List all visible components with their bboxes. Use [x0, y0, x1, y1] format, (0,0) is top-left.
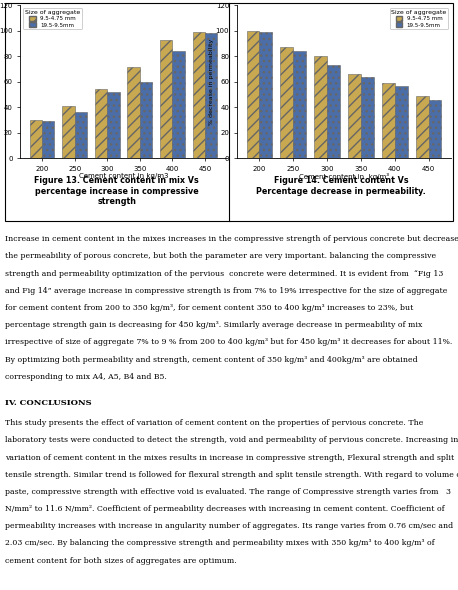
Bar	[416, 96, 429, 158]
Text: IV. CONCLUSIONS: IV. CONCLUSIONS	[5, 398, 91, 407]
Text: for cement content from 200 to 350 kg/m³, for cement content 350 to 400 kg/m³ in: for cement content from 200 to 350 kg/m³…	[5, 304, 413, 312]
Legend: 9.5-4.75 mm, 19.5-9.5mm: 9.5-4.75 mm, 19.5-9.5mm	[23, 8, 82, 30]
Text: tensile strength. Similar trend is followed for flexural strength and split tens: tensile strength. Similar trend is follo…	[5, 471, 458, 478]
Text: strength and permeability optimization of the pervious  concrete were determined: strength and permeability optimization o…	[5, 270, 443, 277]
Bar	[280, 47, 293, 158]
Text: cement content for both sizes of aggregates are optimum.: cement content for both sizes of aggrega…	[5, 557, 236, 565]
Bar	[127, 67, 140, 158]
Bar	[95, 90, 107, 158]
X-axis label: Cement content in kg/m3: Cement content in kg/m3	[79, 173, 168, 179]
Bar	[107, 92, 120, 158]
Legend: 9.5-4.75 mm, 19.5-9.5mm: 9.5-4.75 mm, 19.5-9.5mm	[390, 8, 448, 30]
Bar	[62, 106, 75, 158]
Bar	[172, 51, 185, 158]
Text: percentage strength gain is decreasing for 450 kg/m³. Similarly average decrease: percentage strength gain is decreasing f…	[5, 321, 422, 329]
Text: Figure 13. Cement content in mix Vs
percentage increase in compressive
strength: Figure 13. Cement content in mix Vs perc…	[34, 176, 199, 206]
X-axis label: Cement content in  kg/m³: Cement content in kg/m³	[299, 173, 389, 181]
Bar	[75, 112, 87, 158]
Bar	[140, 82, 152, 158]
Bar	[30, 120, 42, 158]
Text: By optimizing both permeability and strength, cement content of 350 kg/m³ and 40: By optimizing both permeability and stre…	[5, 356, 417, 363]
Text: N/mm² to 11.6 N/mm². Coefficient of permeability decreases with increasing in ce: N/mm² to 11.6 N/mm². Coefficient of perm…	[5, 505, 444, 513]
Text: Figure 14. Cement content Vs
Percentage decrease in permeability.: Figure 14. Cement content Vs Percentage …	[256, 176, 426, 195]
Bar	[259, 32, 273, 158]
Y-axis label: % decrease in permeability: % decrease in permeability	[209, 39, 214, 125]
Text: corresponding to mix A4, A5, B4 and B5.: corresponding to mix A4, A5, B4 and B5.	[5, 373, 166, 381]
Text: This study presents the effect of variation of cement content on the properties : This study presents the effect of variat…	[5, 419, 423, 427]
Text: paste, compressive strength with effective void is evaluated. The range of Compr: paste, compressive strength with effecti…	[5, 488, 451, 496]
Text: and Fig 14” average increase in compressive strength is from 7% to 19% irrespect: and Fig 14” average increase in compress…	[5, 287, 447, 295]
Bar	[160, 40, 172, 158]
Text: the permeability of porous concrete, but both the parameter are very important. : the permeability of porous concrete, but…	[5, 253, 436, 260]
Text: variation of cement content in the mixes results in increase in compressive stre: variation of cement content in the mixes…	[5, 454, 454, 461]
Bar	[42, 122, 55, 158]
Bar	[348, 74, 361, 158]
Text: 2.03 cm/sec. By balancing the compressive strength and permeability mixes with 3: 2.03 cm/sec. By balancing the compressiv…	[5, 539, 434, 548]
Text: irrespective of size of aggregate 7% to 9 % from 200 to 400 kg/m³ but for 450 kg: irrespective of size of aggregate 7% to …	[5, 338, 452, 346]
Bar	[205, 34, 218, 158]
Bar	[361, 77, 374, 158]
Bar	[246, 31, 259, 158]
Text: Increase in cement content in the mixes increases in the compressive strength of: Increase in cement content in the mixes …	[5, 235, 458, 243]
Bar	[293, 51, 306, 158]
Bar	[314, 57, 327, 158]
Text: permeability increases with increase in angularity number of aggregates. Its ran: permeability increases with increase in …	[5, 522, 453, 530]
Bar	[382, 83, 395, 158]
Bar	[193, 32, 205, 158]
Bar	[327, 65, 340, 158]
Bar	[429, 100, 442, 158]
Text: laboratory tests were conducted to detect the strength, void and permeability of: laboratory tests were conducted to detec…	[5, 437, 458, 444]
Bar	[395, 86, 408, 158]
